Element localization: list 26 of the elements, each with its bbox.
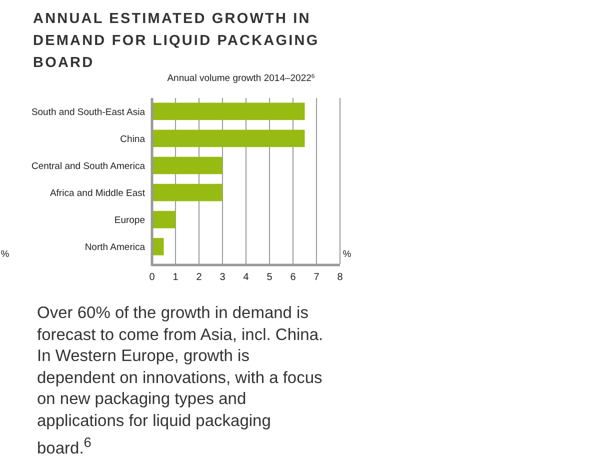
y-tick-label: North America — [84, 242, 146, 254]
y-tick-label: Africa and Middle East — [50, 188, 146, 200]
bar — [152, 102, 305, 120]
y-tick-label: Central and South America — [31, 160, 146, 172]
x-tick-label: 6 — [290, 272, 296, 283]
x-tick-label: 2 — [196, 272, 202, 283]
x-axis-title: % — [342, 249, 352, 260]
x-tick-label: 0 — [149, 272, 156, 283]
chart-subtitle: Annual volume growth 2014–2022$^{6}$ — [167, 73, 316, 84]
y-tick-label: South and South-East Asia — [31, 106, 146, 118]
bar — [152, 238, 164, 256]
y-tick-label: China — [120, 134, 146, 145]
x-tick-label: 3 — [220, 272, 226, 283]
x-tick-label: 5 — [266, 272, 273, 283]
chart-title: ANNUAL ESTIMATED GROWTH IN DEMAND FOR LIQUID PACKAGING BOARD — [33, 10, 320, 73]
x-tick-label: 1 — [172, 272, 179, 283]
bar — [152, 184, 222, 202]
x-tick-label: 7 — [314, 272, 320, 283]
text: % — [0, 249, 10, 260]
bar — [152, 210, 176, 228]
y-tick-label: Europe — [114, 215, 145, 226]
x-tick-label: 4 — [243, 272, 250, 283]
x-tick-label: 8 — [337, 272, 344, 283]
bar — [152, 130, 305, 148]
text: Over 60% of the growth in demand is forecast to come from Asia, incl. China. In Western Europe, growth is dependent on innovations, with a focus on new packaging types and applications for liquid packaging board.$^{6}$ — [37, 303, 324, 460]
bar — [152, 156, 222, 174]
